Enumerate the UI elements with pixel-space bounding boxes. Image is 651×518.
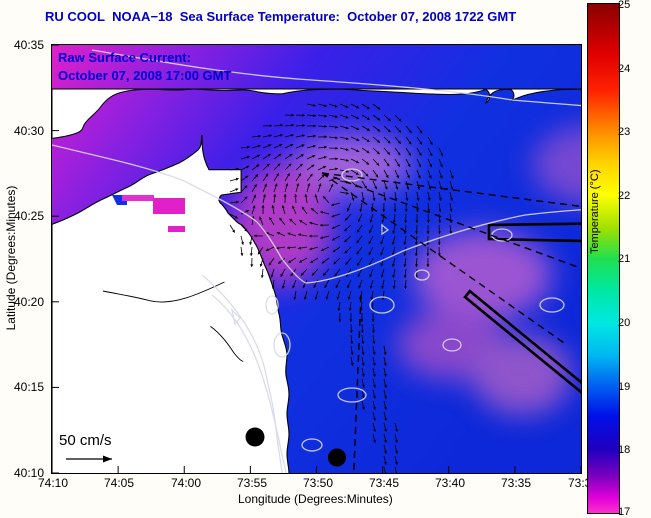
svg-text:50 cm/s: 50 cm/s — [59, 432, 112, 449]
